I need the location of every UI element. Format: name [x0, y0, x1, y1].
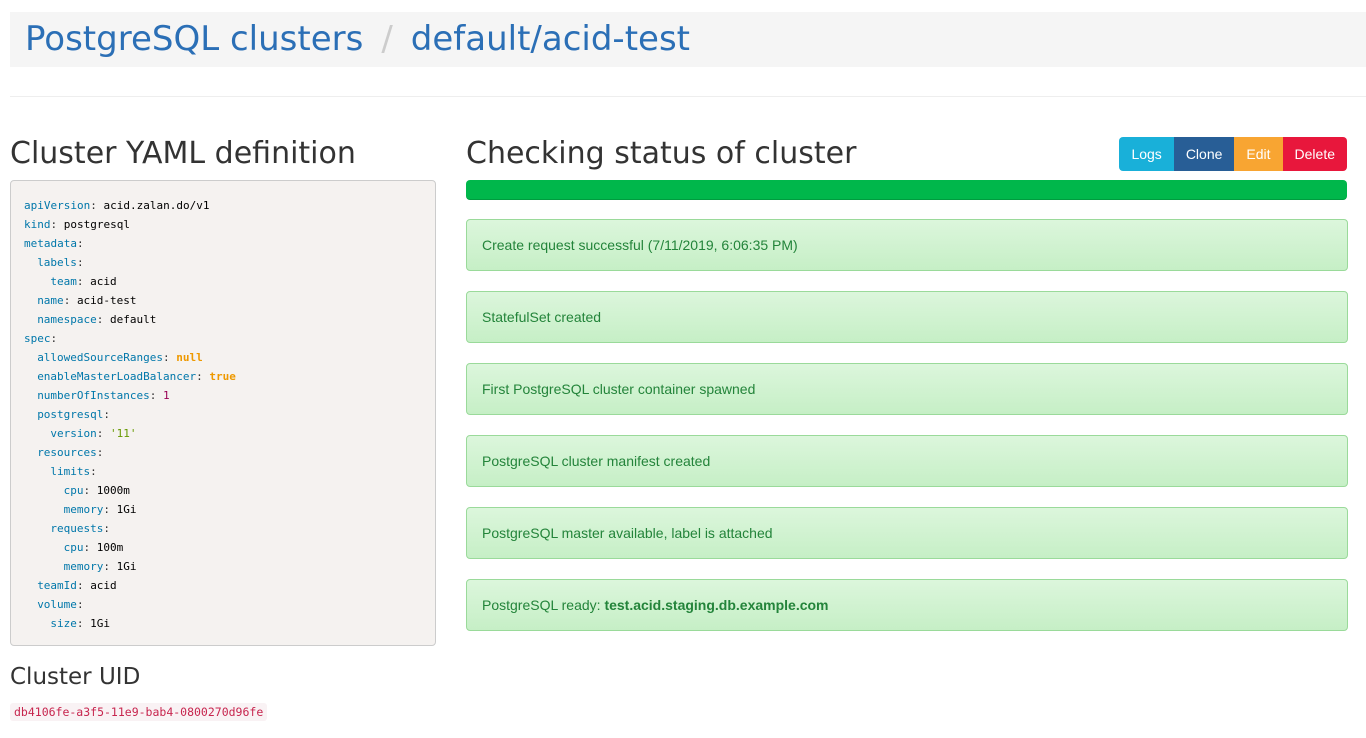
status-title: Checking status of cluster [466, 136, 857, 171]
yaml-key: version [50, 427, 110, 440]
yaml-line: volume [24, 595, 422, 614]
action-button[interactable]: Clone [1173, 137, 1235, 171]
yaml-line: postgresql [24, 405, 422, 424]
yaml-value: 1Gi [90, 617, 111, 630]
status-text: PostgreSQL ready: [482, 597, 605, 613]
yaml-line: limits [24, 462, 422, 481]
yaml-key: numberOfInstances [37, 389, 163, 402]
yaml-key: postgresql [37, 408, 110, 421]
yaml-line: namespacedefault [24, 310, 422, 329]
breadcrumb-separator: / [381, 19, 393, 59]
yaml-line: memory1Gi [24, 557, 422, 576]
yaml-value: acid.zalan.do/v1 [103, 199, 210, 212]
divider [10, 96, 1366, 97]
yaml-value: 1000m [96, 484, 130, 497]
yaml-line: requests [24, 519, 422, 538]
yaml-line: teamacid [24, 272, 422, 291]
yaml-key: requests [50, 522, 110, 535]
yaml-value: default [110, 313, 157, 326]
yaml-key: teamId [37, 579, 90, 592]
yaml-value: 100m [96, 541, 124, 554]
status-text: StatefulSet created [482, 309, 602, 325]
action-button[interactable]: Logs [1119, 137, 1174, 171]
yaml-key: namespace [37, 313, 110, 326]
yaml-line: kindpostgresql [24, 215, 422, 234]
yaml-line: resources [24, 443, 422, 462]
yaml-key: memory [64, 560, 117, 573]
yaml-line: memory1Gi [24, 500, 422, 519]
yaml-key: metadata [24, 237, 84, 250]
yaml-value: acid [90, 579, 117, 592]
yaml-key: limits [50, 465, 96, 478]
yaml-line: cpu1000m [24, 481, 422, 500]
yaml-line: version'11' [24, 424, 422, 443]
yaml-key: allowedSourceRanges [37, 351, 176, 364]
yaml-key: name [37, 294, 77, 307]
yaml-value: true [209, 370, 236, 383]
status-alert: StatefulSet created [466, 291, 1348, 343]
status-text: First PostgreSQL cluster container spawn… [482, 381, 756, 397]
uid-code: db4106fe-a3f5-11e9-bab4-0800270d96fe [10, 703, 268, 721]
breadcrumb-link[interactable]: PostgreSQL clusters [25, 19, 364, 59]
yaml-line: cpu100m [24, 538, 422, 557]
yaml-key: team [50, 275, 90, 288]
yaml-line: size1Gi [24, 614, 422, 633]
yaml-line: numberOfInstances1 [24, 386, 422, 405]
yaml-value: acid-test [76, 294, 137, 307]
status-alert: PostgreSQL cluster manifest created [466, 435, 1348, 487]
yaml-line: allowedSourceRangesnull [24, 348, 422, 367]
yaml-code: apiVersionacid.zalan.do/v1kindpostgresql… [10, 180, 436, 646]
yaml-line: nameacid-test [24, 291, 422, 310]
yaml-value: 1 [163, 389, 170, 402]
yaml-key: volume [37, 598, 83, 611]
yaml-key: cpu [64, 484, 97, 497]
progress-bar [466, 180, 1347, 200]
yaml-key: labels [37, 256, 83, 269]
yaml-key: resources [37, 446, 103, 459]
uid-title: Cluster UID [10, 664, 141, 690]
yaml-title: Cluster YAML definition [10, 136, 356, 171]
yaml-key: spec [24, 332, 57, 345]
yaml-key: size [50, 617, 90, 630]
yaml-line: spec [24, 329, 422, 348]
yaml-value: postgresql [63, 218, 130, 231]
status-alert: Create request successful (7/11/2019, 6:… [466, 219, 1348, 271]
button-group: Logs Clone Edit Delete [1119, 137, 1347, 171]
yaml-value: null [176, 351, 203, 364]
status-text: Create request successful (7/11/2019, 6:… [482, 237, 798, 253]
breadcrumb-current[interactable]: default/acid-test [410, 19, 690, 59]
yaml-key: cpu [64, 541, 97, 554]
yaml-key: memory [64, 503, 117, 516]
yaml-key: enableMasterLoadBalancer [37, 370, 209, 383]
yaml-value: '11' [110, 427, 137, 440]
status-alert: PostgreSQL master available, label is at… [466, 507, 1348, 559]
status-host: test.acid.staging.db.example.com [604, 597, 829, 613]
yaml-line: enableMasterLoadBalancertrue [24, 367, 422, 386]
yaml-value: 1Gi [116, 560, 137, 573]
yaml-key: kind [24, 218, 64, 231]
yaml-line: metadata [24, 234, 422, 253]
action-button[interactable]: Delete [1282, 137, 1347, 171]
breadcrumb: PostgreSQL clusters / default/acid-test [10, 12, 1366, 67]
status-alert: PostgreSQL ready: test.acid.staging.db.e… [466, 579, 1348, 631]
yaml-value: acid [90, 275, 117, 288]
status-text: PostgreSQL master available, label is at… [482, 525, 773, 541]
yaml-line: teamIdacid [24, 576, 422, 595]
action-button[interactable]: Edit [1234, 137, 1283, 171]
yaml-line: labels [24, 253, 422, 272]
status-text: PostgreSQL cluster manifest created [482, 453, 711, 469]
yaml-line: apiVersionacid.zalan.do/v1 [24, 196, 422, 215]
yaml-value: 1Gi [116, 503, 137, 516]
status-alert: First PostgreSQL cluster container spawn… [466, 363, 1348, 415]
yaml-key: apiVersion [24, 199, 103, 212]
